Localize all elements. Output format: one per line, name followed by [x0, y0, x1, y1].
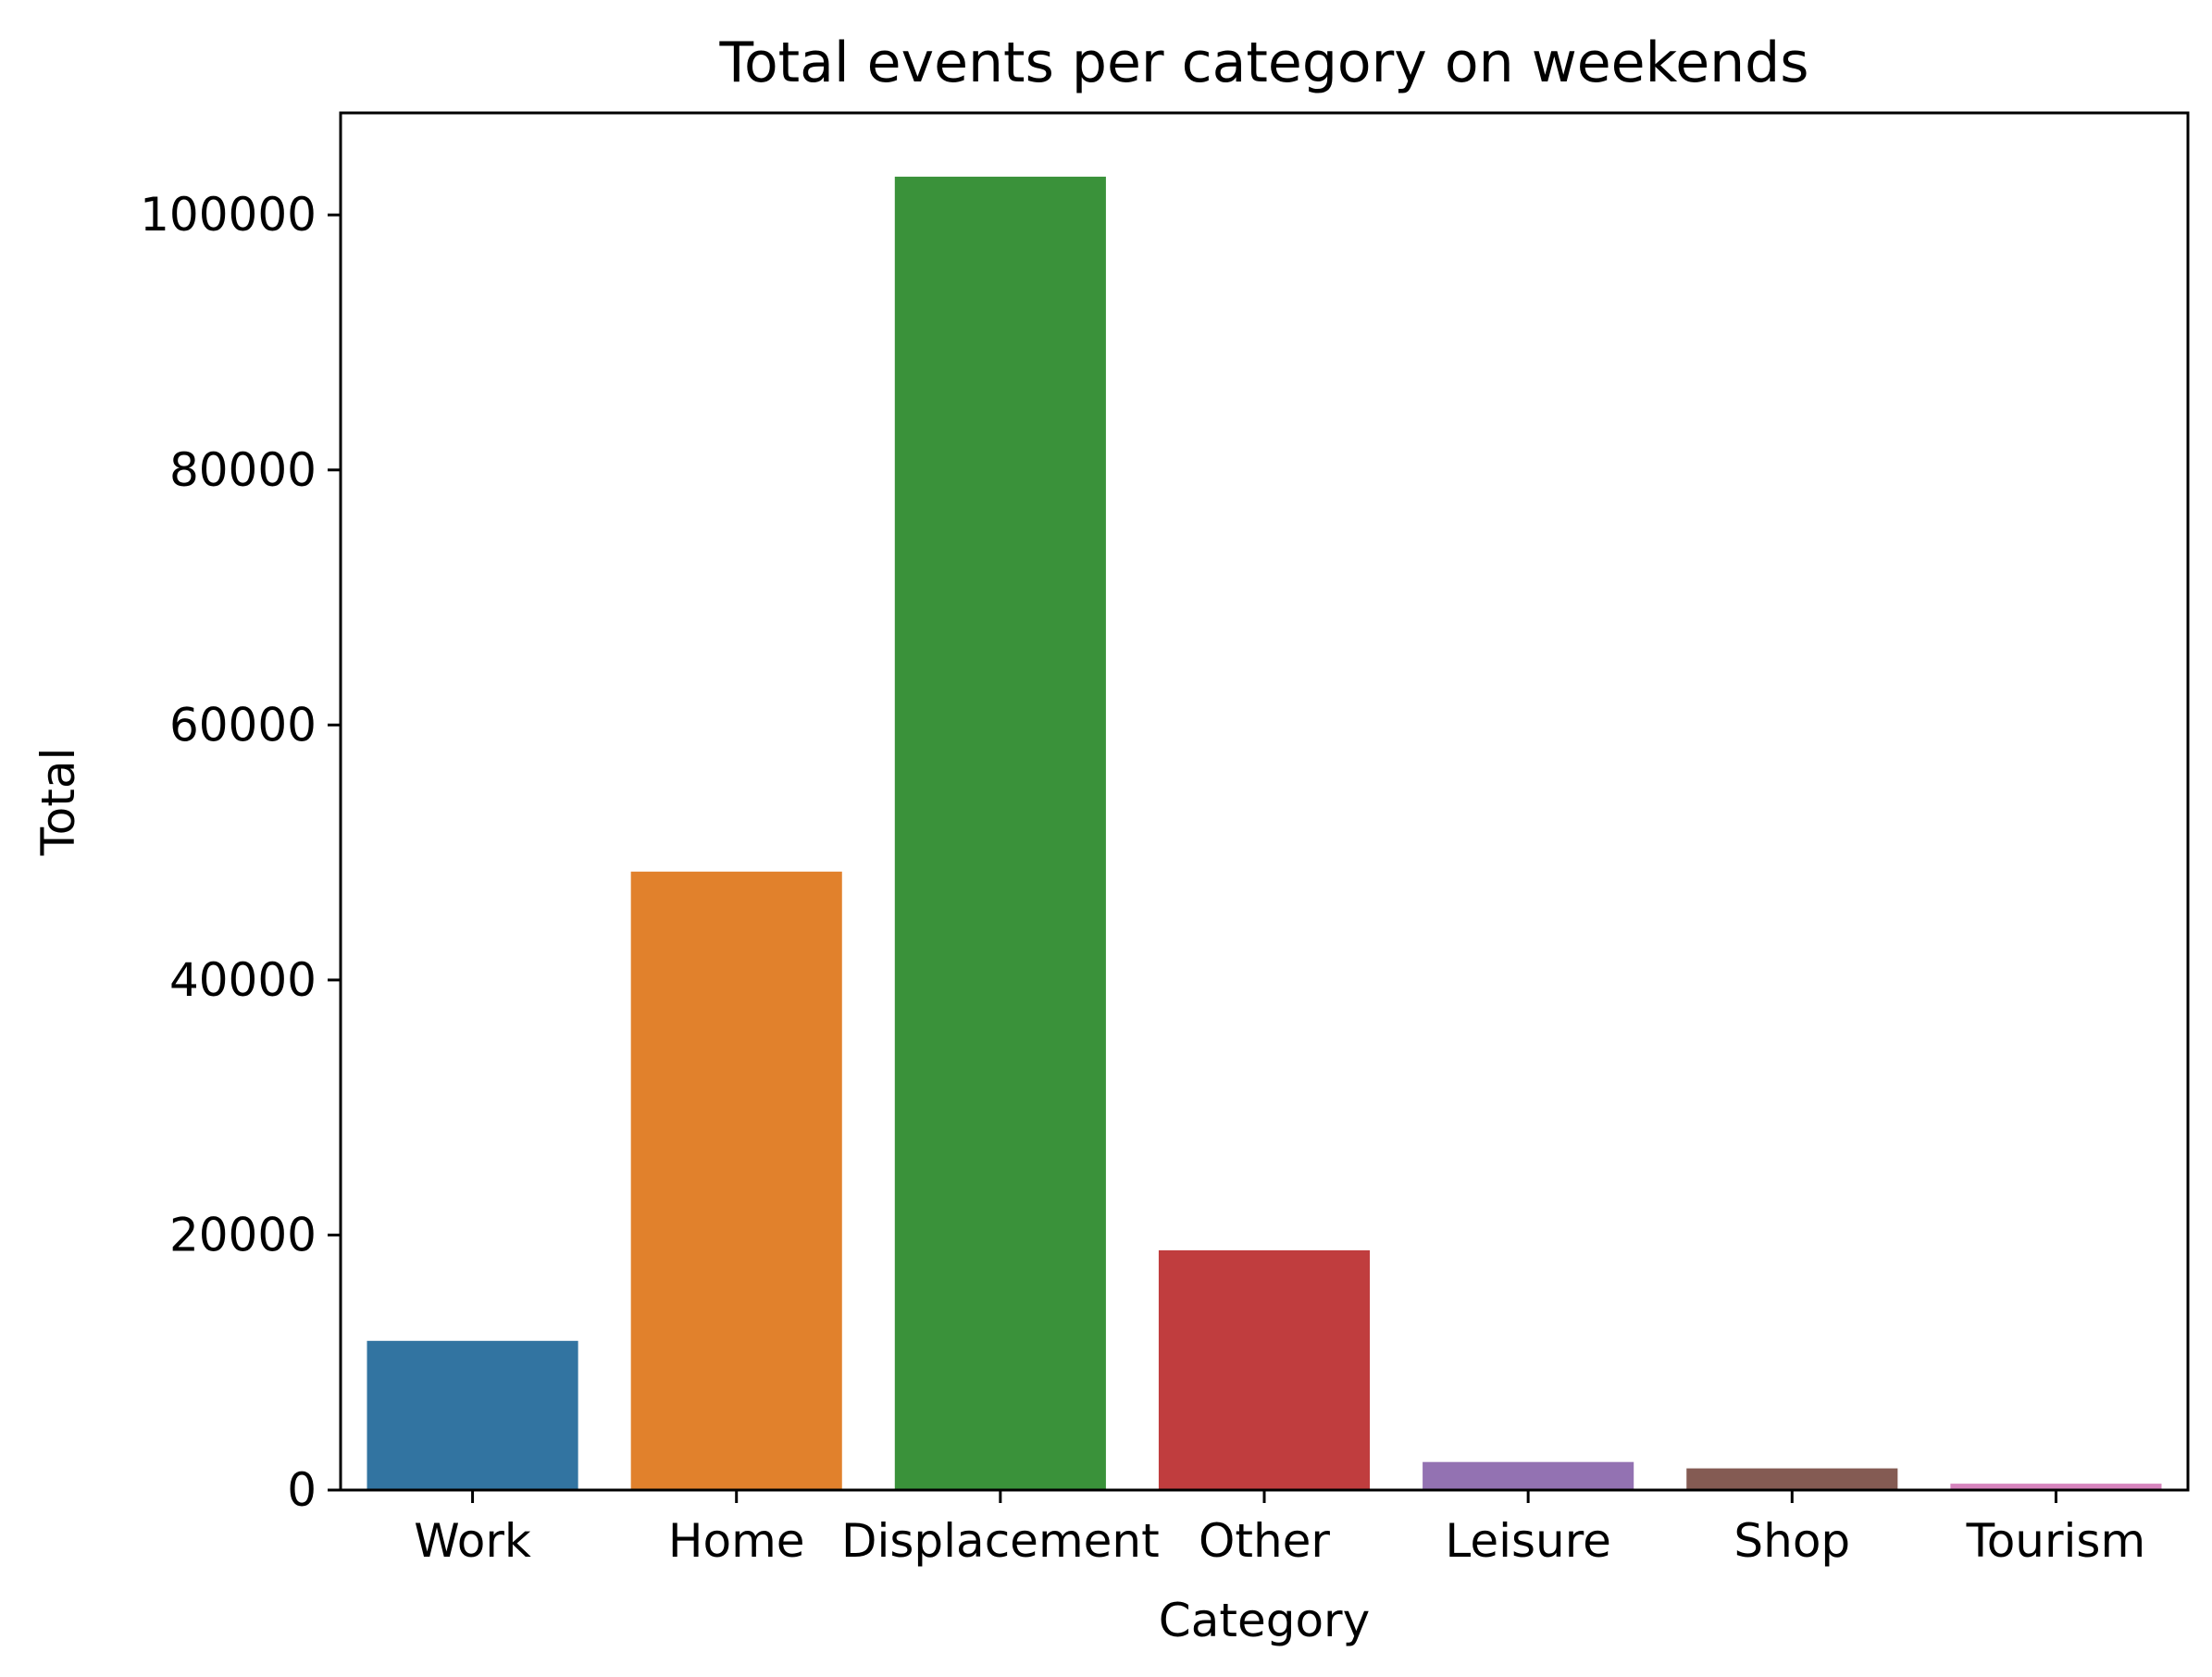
bar-displacement: [894, 176, 1106, 1490]
y-tick-label: 0: [287, 1463, 317, 1517]
y-tick-label: 80000: [169, 443, 317, 497]
bar-other: [1158, 1249, 1371, 1490]
x-tick-label: Displacement: [841, 1514, 1160, 1568]
plot-frame: [339, 111, 2190, 1492]
y-axis-ticks: 0 20000 40000 60000 80000 100000: [140, 188, 341, 1517]
bars-group: [367, 176, 2162, 1490]
x-axis-label: Category: [1159, 1594, 1370, 1647]
y-axis-label: Total: [31, 748, 85, 857]
x-tick-label: Leisure: [1445, 1514, 1611, 1568]
x-tick-label: Other: [1199, 1514, 1330, 1568]
x-axis-ticks: Work Home Displacement Other Leisure Shop Tour…: [414, 1490, 2145, 1568]
bar-work: [367, 1340, 578, 1490]
x-tick-label: Shop: [1734, 1514, 1850, 1568]
y-tick-label: 40000: [169, 953, 317, 1007]
chart-title: Total events per category on weekends: [718, 31, 1808, 95]
bar-tourism: [1950, 1484, 2162, 1490]
bar-home: [630, 871, 842, 1490]
bar-shop: [1686, 1468, 1898, 1490]
x-tick-label: Tourism: [1966, 1514, 2146, 1568]
y-tick-label: 100000: [140, 188, 317, 242]
x-tick-label: Work: [414, 1514, 531, 1568]
y-tick-label: 20000: [169, 1208, 317, 1261]
x-tick-label: Home: [668, 1514, 805, 1568]
bar-leisure: [1423, 1461, 1634, 1490]
y-tick-label: 60000: [169, 698, 317, 752]
